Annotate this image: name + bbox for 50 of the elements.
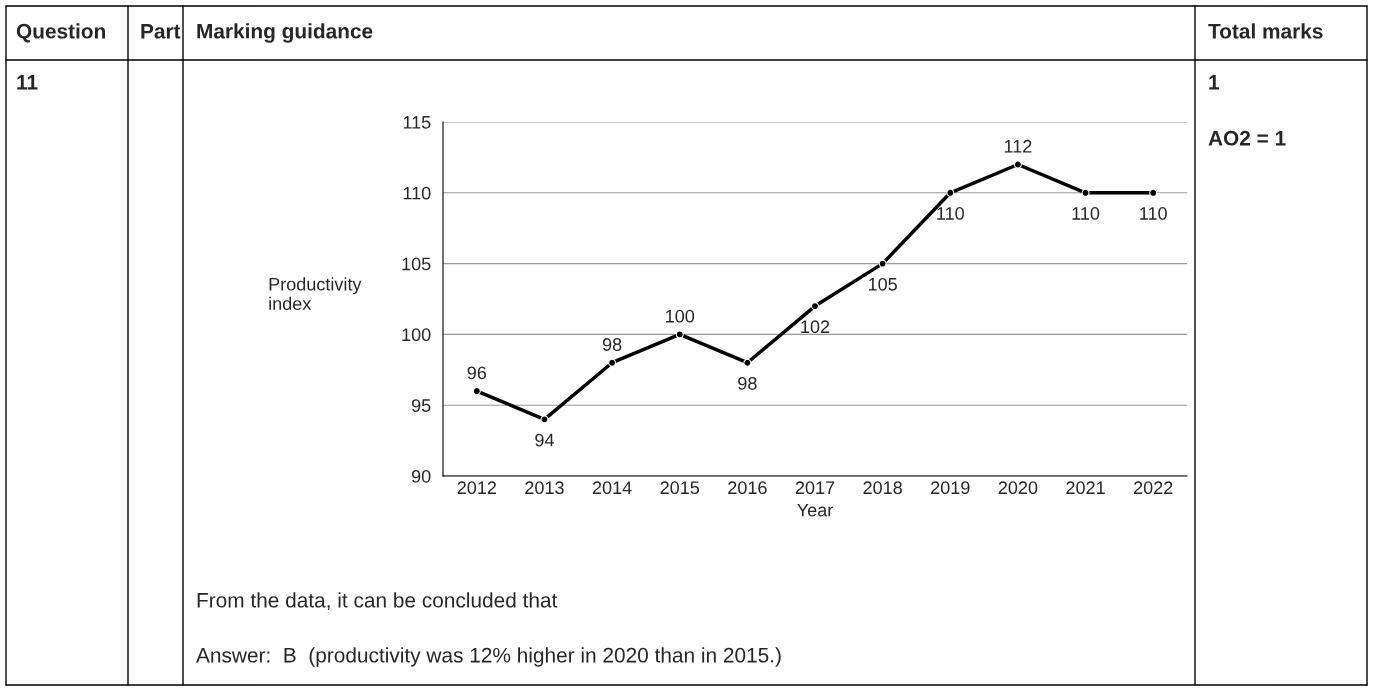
- point: [1013, 160, 1022, 169]
- y-tick-label: 110: [403, 186, 431, 200]
- x-tick-label: 2014: [592, 481, 632, 495]
- x-axis-title: Year: [797, 503, 833, 517]
- point: [675, 330, 684, 339]
- x-tick-label: 2017: [795, 481, 835, 495]
- point: [743, 358, 752, 367]
- x-tick-label: 2016: [728, 481, 767, 495]
- point: [946, 188, 955, 197]
- text: 11: [17, 75, 38, 90]
- point: [540, 415, 549, 424]
- x-tick-label: 2015: [660, 481, 700, 495]
- text: 1: [1209, 75, 1220, 90]
- x-tick-label: 2022: [1134, 481, 1173, 495]
- data-label: 112: [1004, 139, 1032, 153]
- point: [811, 302, 819, 311]
- data-label: 110: [1072, 207, 1100, 220]
- text: AO2 = 1: [1208, 130, 1286, 146]
- x-tick-label: 2019: [931, 481, 970, 495]
- data-label: 105: [868, 277, 897, 291]
- data-label: 102: [801, 320, 830, 334]
- text: Question: [16, 23, 105, 43]
- text: From the data, it can be concluded that: [197, 592, 558, 611]
- y-tick-label: 95: [411, 399, 431, 412]
- x-tick-label: 2018: [863, 481, 902, 495]
- y-tick-label: 105: [402, 257, 431, 271]
- data-label: 98: [738, 377, 757, 390]
- text: Part: [141, 24, 181, 39]
- point: [1149, 188, 1158, 197]
- data-label: 110: [937, 207, 964, 220]
- data-label: 110: [1140, 207, 1167, 220]
- text: Total marks: [1208, 23, 1323, 39]
- y-tick-label: 115: [403, 116, 431, 129]
- y-tick-label: 100: [402, 328, 431, 342]
- point: [1081, 188, 1090, 197]
- data-label: 94: [535, 433, 554, 447]
- x-tick-label: 2012: [457, 481, 496, 495]
- point: [608, 358, 617, 367]
- point: [878, 259, 887, 268]
- x-tick-label: 2020: [998, 481, 1038, 495]
- text: Answer: B (productivity was 12% higher in 2020 than in 2015.): [196, 647, 781, 667]
- x-tick-label: 2013: [525, 481, 564, 495]
- x-tick-label: 2021: [1066, 481, 1105, 495]
- point: [472, 387, 481, 396]
- data-label: 98: [602, 338, 622, 351]
- y-tick-label: 90: [411, 469, 431, 483]
- data-label: 96: [467, 366, 487, 380]
- data-label: 100: [666, 309, 695, 323]
- y-axis-title: Productivity index: [269, 277, 362, 311]
- text: Marking guidance: [197, 23, 373, 43]
